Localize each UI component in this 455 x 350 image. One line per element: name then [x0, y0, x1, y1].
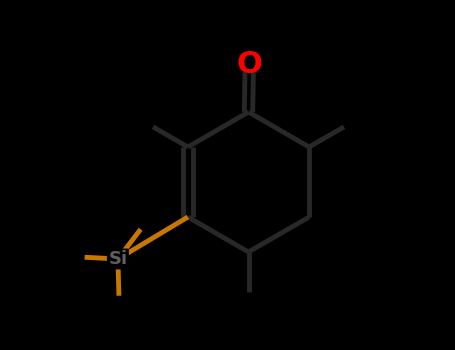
Text: O: O: [236, 50, 262, 78]
Text: Si: Si: [108, 250, 127, 268]
